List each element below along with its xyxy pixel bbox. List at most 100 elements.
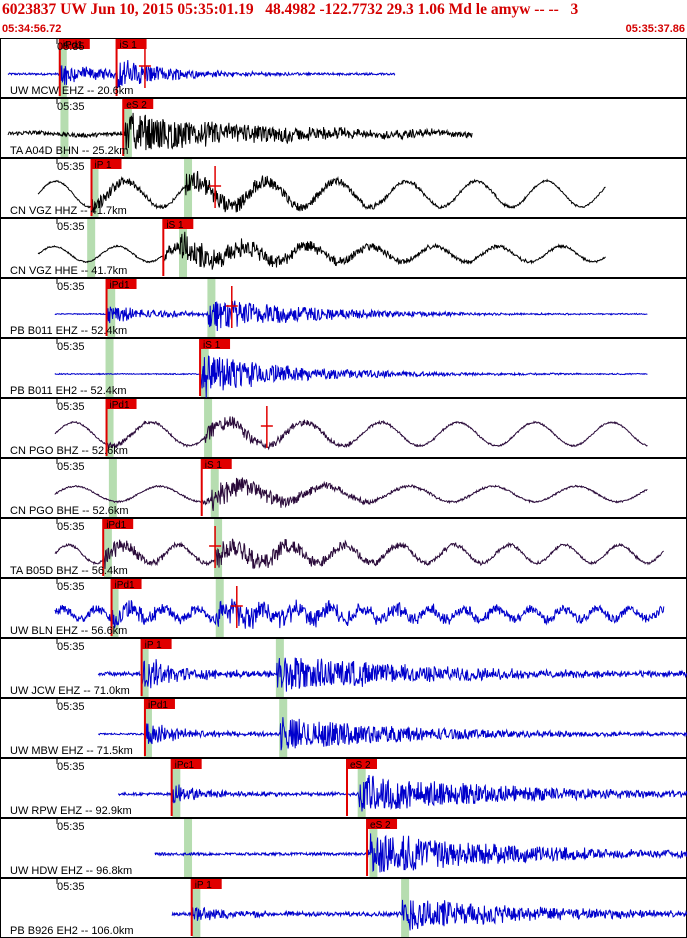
minute-label: 05:35 bbox=[57, 221, 85, 233]
minute-label: 05:35 bbox=[57, 161, 85, 173]
waveform bbox=[54, 538, 664, 570]
pick-box bbox=[143, 699, 175, 709]
pick-box bbox=[110, 579, 142, 589]
phase-window bbox=[369, 819, 378, 877]
waveform bbox=[54, 477, 648, 511]
waveform bbox=[37, 170, 606, 213]
phase-window bbox=[184, 819, 193, 877]
pick-label: iPc1 bbox=[175, 760, 195, 771]
waveform bbox=[54, 598, 665, 629]
station-label: TA B05D BHZ -- 56.4km bbox=[10, 565, 128, 577]
minute-label: 05:35 bbox=[57, 461, 85, 473]
station-label: CN PGO BHZ -- 52.6km bbox=[10, 445, 128, 457]
station-label: UW BLN EHZ -- 56.6km bbox=[10, 625, 127, 637]
station-label: UW RPW EHZ -- 92.9km bbox=[10, 805, 132, 817]
pick-label: iS 1 bbox=[166, 220, 184, 231]
minute-label: 05:35 bbox=[57, 101, 85, 113]
waveform bbox=[117, 774, 687, 812]
plot-header: 6023837 UW Jun 10, 2015 05:35:01.19 48.4… bbox=[0, 0, 687, 38]
waveform bbox=[54, 300, 648, 332]
start-time: 05:34:56.72 bbox=[2, 23, 62, 35]
pick-label: iS 1 bbox=[205, 460, 223, 471]
phase-window bbox=[107, 279, 116, 337]
phase-window bbox=[87, 219, 96, 277]
trace-panel: iP 1 05:35 UW JCW EHZ -- 71.0km bbox=[0, 638, 687, 698]
phase-window bbox=[210, 459, 219, 517]
waveform bbox=[37, 231, 606, 270]
pick-label: iPd1 bbox=[63, 40, 83, 51]
pick-box bbox=[190, 879, 222, 889]
phase-window bbox=[105, 339, 114, 397]
phase-window bbox=[105, 399, 114, 457]
pick-box bbox=[199, 339, 231, 349]
trace-panel: eS 2 05:35 TA A04D BHN -- 25.2km bbox=[0, 98, 687, 158]
station-label: UW MCW EHZ -- 20.6km bbox=[10, 85, 133, 97]
trace-panel: iPd1 iS 1 05:35 UW MCW EHZ -- 20.6km bbox=[0, 38, 687, 98]
trace-panel: iPd1 05:35 CN PGO BHZ -- 52.6km bbox=[0, 398, 687, 458]
station-label: CN VGZ HHE -- 41.7km bbox=[10, 265, 127, 277]
trace-panel: iPc1 eS 2 05:35 UW RPW EHZ -- 92.9km bbox=[0, 758, 687, 818]
phase-window bbox=[179, 219, 188, 277]
pick-box bbox=[122, 99, 154, 109]
pick-label: iP 1 bbox=[145, 640, 162, 651]
minute-label: 05:35 bbox=[57, 821, 85, 833]
station-label: PB B011 EHZ -- 52.4km bbox=[10, 325, 127, 337]
pick-label: iPd1 bbox=[110, 280, 130, 291]
minute-label: 05:35 bbox=[57, 641, 85, 653]
pick-box bbox=[170, 759, 202, 769]
trace-panel: iS 1 05:35 CN VGZ HHE -- 41.7km bbox=[0, 218, 687, 278]
phase-window bbox=[357, 759, 366, 817]
trace-panel: iP 1 05:35 CN VGZ HHZ -- 41.7km bbox=[0, 158, 687, 218]
waveform bbox=[171, 899, 687, 931]
trace-panel: iPd1 05:35 UW MBW EHZ -- 71.5km bbox=[0, 698, 687, 758]
minute-label: 05:35 bbox=[57, 521, 85, 533]
trace-panel: iS 1 05:35 CN PGO BHE -- 52.6km bbox=[0, 458, 687, 518]
trace-panel: iPd1 05:35 TA B05D BHZ -- 56.4km bbox=[0, 518, 687, 578]
minute-label: 05:35 bbox=[57, 581, 85, 593]
waveform bbox=[7, 59, 396, 88]
pick-label: iS 1 bbox=[120, 40, 138, 51]
station-label: CN PGO BHE -- 52.6km bbox=[10, 505, 129, 517]
pick-label: iS 1 bbox=[203, 340, 221, 351]
event-title: 6023837 UW Jun 10, 2015 05:35:01.19 48.4… bbox=[2, 1, 579, 18]
pick-box bbox=[366, 819, 398, 829]
pick-label: iPd1 bbox=[110, 400, 130, 411]
pick-box bbox=[105, 399, 137, 409]
seismogram-panel: iPd1 iS 1 05:35 UW MCW EHZ -- 20.6km eS 2 05:… bbox=[0, 38, 687, 938]
pick-box bbox=[140, 639, 172, 649]
station-label: TA A04D BHN -- 25.2km bbox=[10, 145, 128, 157]
waveform bbox=[97, 717, 687, 751]
pick-label: iPd1 bbox=[115, 580, 135, 591]
pick-box bbox=[58, 39, 90, 49]
pick-label: iPd1 bbox=[106, 520, 126, 531]
pick-label: eS 2 bbox=[350, 760, 371, 771]
pick-label: iP 1 bbox=[95, 160, 112, 171]
waveform bbox=[7, 112, 473, 151]
pick-box bbox=[90, 159, 122, 169]
trace-panel: eS 2 05:35 UW HDW EHZ -- 96.8km bbox=[0, 818, 687, 878]
minute-label: 05:35 bbox=[57, 761, 85, 773]
phase-window bbox=[214, 519, 223, 577]
station-label: PB B926 EH2 -- 106.0km bbox=[10, 925, 134, 937]
pick-box bbox=[162, 219, 194, 229]
minute-label: 05:35 bbox=[57, 401, 85, 413]
phase-window bbox=[58, 39, 67, 97]
trace-panel: iS 1 05:35 PB B011 EH2 -- 52.4km bbox=[0, 338, 687, 398]
waveform bbox=[54, 416, 648, 451]
minute-label: 05:35 bbox=[57, 701, 85, 713]
minute-label: 05:35 bbox=[57, 881, 85, 893]
minute-label: 05:35 bbox=[57, 341, 85, 353]
phase-window bbox=[207, 279, 216, 337]
pick-label: eS 2 bbox=[126, 100, 147, 111]
waveform bbox=[54, 355, 648, 398]
station-label: CN VGZ HHZ -- 41.7km bbox=[10, 205, 127, 217]
station-label: UW MBW EHZ -- 71.5km bbox=[10, 745, 133, 757]
trace-panel: iPd1 05:35 PB B011 EHZ -- 52.4km bbox=[0, 278, 687, 338]
trace-panel: iP 1 05:35 PB B926 EH2 -- 106.0km bbox=[0, 878, 687, 938]
station-label: UW HDW EHZ -- 96.8km bbox=[10, 865, 132, 877]
pick-box bbox=[115, 39, 147, 49]
pick-box bbox=[102, 519, 134, 529]
trace-panel: iPd1 05:35 UW BLN EHZ -- 56.6km bbox=[0, 578, 687, 638]
pick-label: eS 2 bbox=[370, 820, 391, 831]
pick-label: iPd1 bbox=[148, 700, 168, 711]
